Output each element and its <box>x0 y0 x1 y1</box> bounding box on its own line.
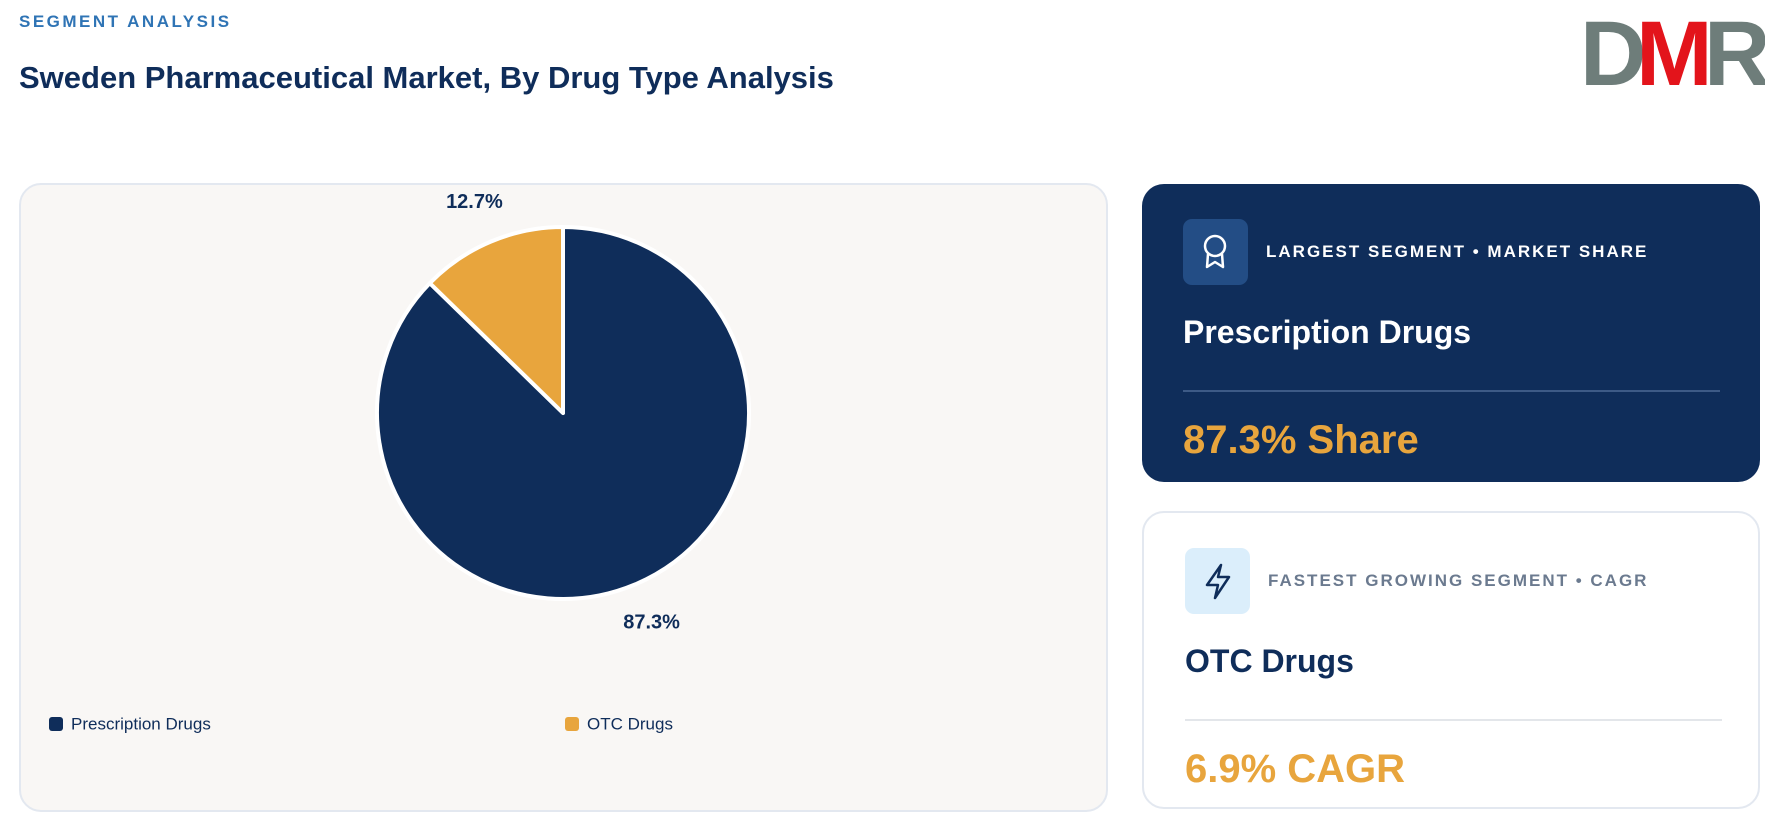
legend-label: Prescription Drugs <box>71 714 211 733</box>
pie-slice <box>427 225 565 415</box>
card-name: OTC Drugs <box>1185 643 1354 679</box>
card-name: Prescription Drugs <box>1183 314 1472 350</box>
divider <box>1185 719 1722 721</box>
logo-letter: M <box>1636 8 1713 90</box>
icon <box>1183 219 1248 285</box>
legend-swatch <box>565 717 579 731</box>
data-label: 87.3% <box>623 611 680 633</box>
divider <box>1183 390 1720 392</box>
card-label: LARGEST SEGMENT • MARKET SHARE <box>1266 242 1649 261</box>
card-value: 6.9% CAGR <box>1185 747 1406 791</box>
bolt-icon <box>1205 563 1231 600</box>
fastest-card: FASTEST GROWING SEGMENT • CAGR OTC Drugs… <box>1142 511 1760 809</box>
logo-letter: R <box>1704 8 1765 90</box>
logo-letter: D <box>1580 8 1646 90</box>
chart: 87.3% 12.7% Prescription Drugs OTC Drugs <box>49 191 751 733</box>
data-label: 12.7% <box>446 191 503 213</box>
title: Sweden Pharmaceutical Market, By Drug Ty… <box>19 60 834 95</box>
award-icon <box>1203 234 1227 269</box>
eyebrow: SEGMENT ANALYSIS <box>19 12 232 31</box>
logo: D M R <box>1580 8 1765 90</box>
card-value: 87.3% Share <box>1183 418 1419 462</box>
legend-label: OTC Drugs <box>587 714 673 733</box>
legend-swatch <box>49 717 63 731</box>
icon <box>1185 548 1250 614</box>
card-label: FASTEST GROWING SEGMENT • CAGR <box>1268 571 1649 590</box>
largest-card: LARGEST SEGMENT • MARKET SHARE Prescript… <box>1142 184 1760 482</box>
